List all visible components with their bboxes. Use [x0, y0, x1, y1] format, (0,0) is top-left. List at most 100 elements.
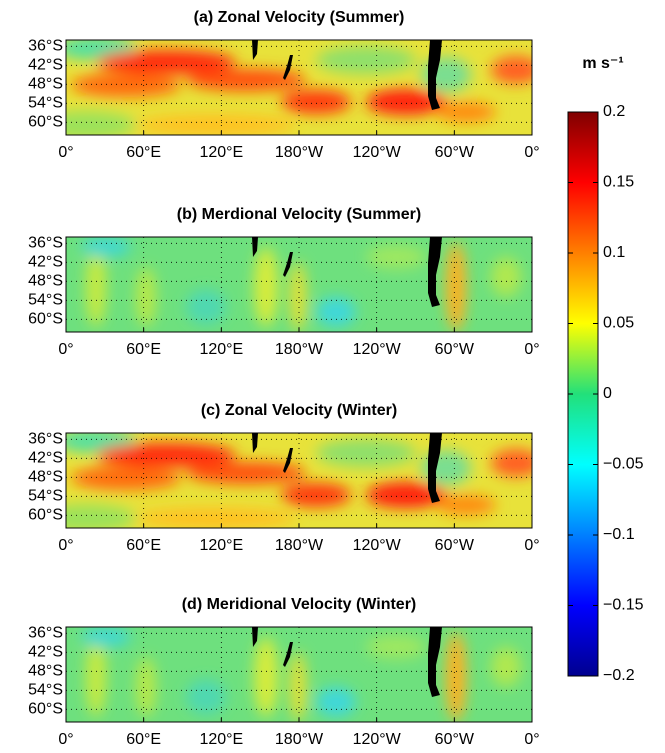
field-blob	[86, 637, 106, 717]
field-blob	[366, 482, 446, 508]
colorbar-tick-label: 0.1	[603, 244, 625, 261]
y-tick-label: 42°S	[28, 450, 63, 467]
field-blob	[281, 90, 351, 114]
field-blob	[316, 687, 356, 717]
field-blob	[491, 257, 521, 297]
land	[283, 642, 293, 667]
colorbar-tick-label: −0.2	[603, 667, 635, 684]
y-tick-label: 36°S	[28, 38, 63, 55]
x-tick-label: 120°E	[199, 144, 243, 161]
field-blob	[81, 627, 131, 647]
field-blob	[136, 267, 156, 327]
x-tick-label: 0°	[524, 144, 539, 161]
y-tick-label: 48°S	[28, 76, 63, 93]
y-tick-label: 60°S	[28, 311, 63, 328]
x-tick-label: 120°W	[353, 144, 402, 161]
x-tick-label: 120°E	[199, 731, 243, 748]
x-tick-label: 60°W	[435, 731, 475, 748]
field-blobs	[81, 237, 521, 332]
y-tick-label: 60°S	[28, 701, 63, 718]
panel-title: (c) Zonal Velocity (Winter)	[201, 402, 397, 419]
land	[283, 448, 293, 473]
colorbar-tick-label: 0	[603, 385, 612, 402]
field-blob	[71, 466, 181, 490]
field-blob	[71, 73, 181, 97]
x-tick-label: 180°W	[275, 144, 324, 161]
land	[428, 40, 442, 110]
y-tick-label: 36°S	[28, 431, 63, 448]
y-tick-label: 54°S	[28, 95, 63, 112]
field-blob	[316, 46, 416, 74]
x-tick-label: 0°	[524, 537, 539, 554]
colorbar-tick-label: 0.15	[603, 174, 634, 191]
x-tick-label: 120°W	[353, 537, 402, 554]
field-blob	[436, 495, 496, 515]
field-blob	[254, 637, 278, 717]
field-blob	[290, 652, 306, 722]
field-blob	[446, 242, 466, 332]
y-tick-label: 60°S	[28, 114, 63, 131]
field-blob	[254, 247, 278, 327]
land	[252, 237, 258, 257]
x-tick-label: 180°W	[275, 537, 324, 554]
land	[428, 433, 442, 503]
x-tick-label: 60°E	[126, 144, 161, 161]
field-blob	[186, 69, 306, 91]
y-tick-label: 36°S	[28, 625, 63, 642]
x-tick-label: 0°	[524, 731, 539, 748]
field-blob	[366, 89, 446, 115]
x-tick-label: 120°E	[199, 341, 243, 358]
field-blob	[66, 504, 136, 528]
x-tick-label: 0°	[58, 537, 73, 554]
panel-title: (d) Meridional Velocity (Winter)	[182, 596, 417, 613]
field-blob	[436, 102, 496, 122]
y-tick-label: 48°S	[28, 469, 63, 486]
land	[252, 433, 258, 453]
y-tick-label: 60°S	[28, 507, 63, 524]
colorbar-tick-label: 0.05	[603, 315, 634, 332]
field-blob	[136, 508, 296, 528]
field-blob	[66, 111, 136, 135]
field	[66, 433, 532, 528]
x-tick-label: 0°	[58, 341, 73, 358]
field-blob	[446, 632, 466, 722]
y-tick-label: 42°S	[28, 57, 63, 74]
land	[283, 55, 293, 80]
x-tick-label: 0°	[58, 731, 73, 748]
y-tick-label: 54°S	[28, 488, 63, 505]
field-blob	[366, 245, 426, 269]
y-tick-label: 36°S	[28, 235, 63, 252]
field-blob	[316, 297, 356, 327]
land	[252, 40, 258, 60]
land	[428, 237, 442, 307]
field-blob	[491, 647, 521, 687]
colorbar-tick-label: 0.2	[603, 103, 625, 120]
x-tick-label: 60°W	[435, 144, 475, 161]
panel-frame	[65, 432, 533, 529]
x-tick-label: 60°W	[435, 537, 475, 554]
field-blob	[491, 449, 532, 477]
field-blob	[96, 443, 236, 467]
field	[66, 40, 532, 135]
field-blob	[81, 237, 131, 257]
panel-frame	[65, 236, 533, 333]
field-blob	[186, 462, 306, 484]
y-tick-label: 54°S	[28, 682, 63, 699]
x-tick-label: 60°E	[126, 731, 161, 748]
panel-frame	[65, 626, 533, 723]
field-blob	[491, 56, 532, 84]
field-blob	[86, 247, 106, 327]
x-tick-label: 120°E	[199, 537, 243, 554]
field-blob	[186, 289, 226, 325]
x-tick-label: 180°W	[275, 731, 324, 748]
field-blob	[186, 679, 226, 715]
x-tick-label: 120°W	[353, 341, 402, 358]
land	[252, 627, 258, 647]
colorbar-tick-label: −0.05	[603, 456, 644, 473]
y-tick-label: 54°S	[28, 292, 63, 309]
colorbar-label: m s⁻¹	[582, 55, 623, 72]
y-tick-label: 48°S	[28, 663, 63, 680]
field-blob	[281, 483, 351, 507]
land	[283, 252, 293, 277]
